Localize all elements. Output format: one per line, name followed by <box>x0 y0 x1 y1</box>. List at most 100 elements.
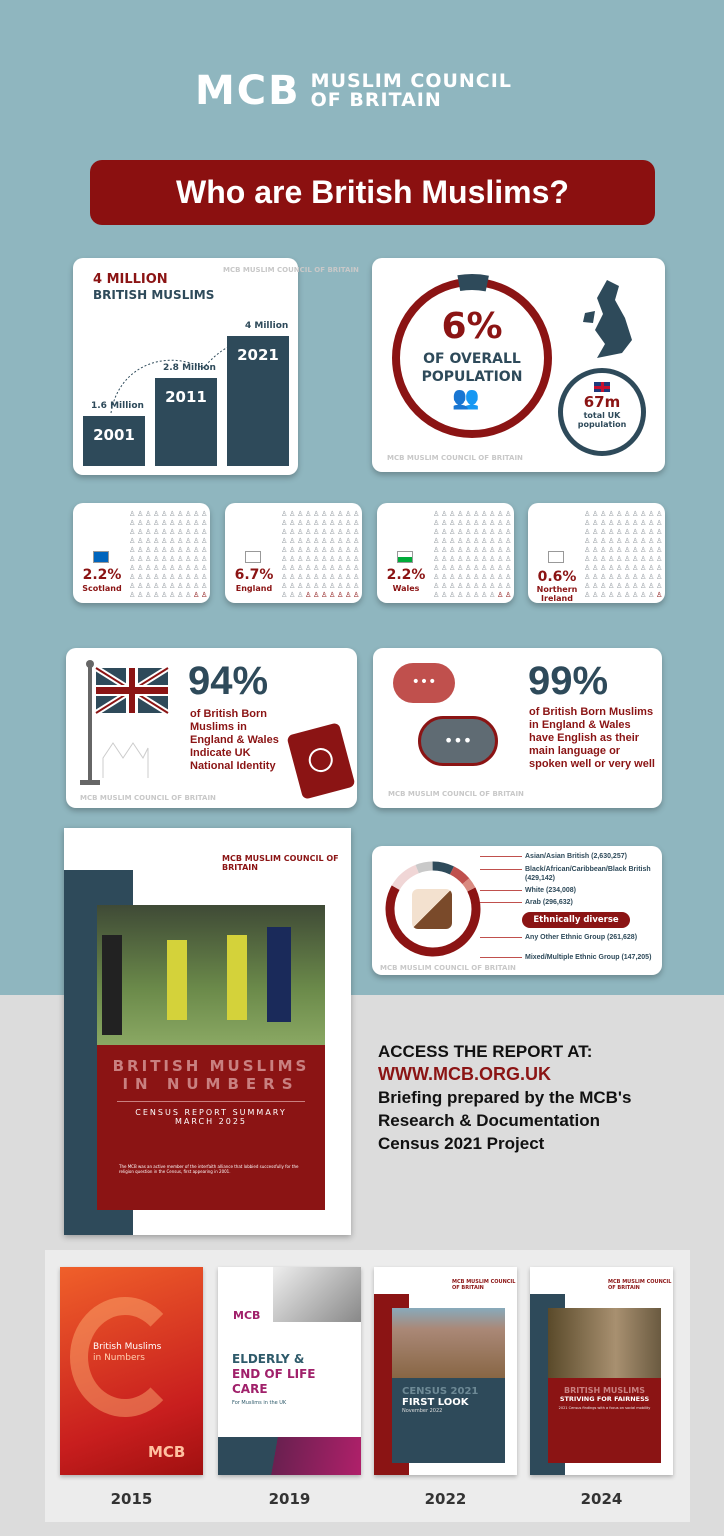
person-icon: ♙ <box>297 591 304 599</box>
report-logo: MCB MUSLIM COUNCIL OF BRITAIN <box>452 1279 516 1291</box>
person-icon: ♙ <box>505 510 512 518</box>
person-icon: ♙ <box>640 564 647 572</box>
person-icon: ♙ <box>177 555 184 563</box>
person-icon: ♙ <box>489 582 496 590</box>
person-icon: ♙ <box>129 528 136 536</box>
person-icon: ♙ <box>465 591 472 599</box>
report-2024[interactable]: MCB MUSLIM COUNCIL OF BRITAIN BRITISH MU… <box>530 1267 673 1475</box>
person-icon: ♙ <box>185 564 192 572</box>
person-icon: ♙ <box>169 519 176 527</box>
person-icon: ♙ <box>433 546 440 554</box>
person-icon: ♙ <box>193 537 200 545</box>
person-icon: ♙ <box>281 573 288 581</box>
person-icon: ♙ <box>345 510 352 518</box>
person-icon: ♙ <box>193 573 200 581</box>
person-icon: ♙ <box>449 546 456 554</box>
person-icon: ♙ <box>177 519 184 527</box>
person-icon: ♙ <box>193 546 200 554</box>
person-icon: ♙ <box>305 573 312 581</box>
person-icon: ♙ <box>129 555 136 563</box>
person-icon: ♙ <box>137 510 144 518</box>
share-percent: 6% <box>441 306 503 347</box>
person-icon: ♙ <box>433 528 440 536</box>
person-icon: ♙ <box>353 537 360 545</box>
person-icon: ♙ <box>305 519 312 527</box>
person-icon: ♙ <box>185 528 192 536</box>
person-icon: ♙ <box>153 510 160 518</box>
person-icon: ♙ <box>449 555 456 563</box>
report-title: FIRST LOOK <box>402 1397 469 1408</box>
person-icon: ♙ <box>505 564 512 572</box>
person-icon: ♙ <box>145 537 152 545</box>
person-icon: ♙ <box>185 519 192 527</box>
cover-subtitle: MARCH 2025 <box>174 1117 248 1126</box>
person-icon: ♙ <box>345 546 352 554</box>
person-icon: ♙ <box>481 528 488 536</box>
report-2022[interactable]: MCB MUSLIM COUNCIL OF BRITAIN CENSUS 202… <box>374 1267 517 1475</box>
report-logo: MCB <box>233 1309 261 1322</box>
report-url-link[interactable]: WWW.MCB.ORG.UK <box>378 1064 551 1084</box>
report-2019[interactable]: MCB ELDERLY & END OF LIFE CARE For Musli… <box>218 1267 361 1475</box>
uk-map-icon <box>583 280 632 358</box>
person-icon: ♙ <box>193 582 200 590</box>
person-icon: ♙ <box>337 528 344 536</box>
total-label: population <box>577 420 627 429</box>
person-icon: ♙ <box>616 537 623 545</box>
person-icon: ♙ <box>433 537 440 545</box>
person-icon: ♙ <box>592 546 599 554</box>
person-icon: ♙ <box>632 591 639 599</box>
person-icon: ♙ <box>489 555 496 563</box>
person-icon: ♙ <box>337 537 344 545</box>
person-icon: ♙ <box>281 564 288 572</box>
ethnicity-segment <box>391 864 420 891</box>
person-icon: ♙ <box>177 591 184 599</box>
person-icon: ♙ <box>433 510 440 518</box>
cover-title-panel: BRITISH MUSLIMS IN NUMBERS CENSUS REPORT… <box>97 1045 325 1210</box>
report-logo: MCB <box>148 1443 186 1461</box>
person-icon: ♙ <box>345 537 352 545</box>
person-icon: ♙ <box>337 591 344 599</box>
person-icon: ♙ <box>640 555 647 563</box>
person-icon: ♙ <box>145 519 152 527</box>
report-subtitle: For Muslims in the UK <box>232 1400 287 1406</box>
person-icon: ♙ <box>161 573 168 581</box>
person-icon: ♙ <box>616 546 623 554</box>
person-icon: ♙ <box>145 528 152 536</box>
person-icon: ♙ <box>305 528 312 536</box>
person-icon: ♙ <box>329 564 336 572</box>
person-icon: ♙ <box>321 591 328 599</box>
person-icon: ♙ <box>489 519 496 527</box>
person-icon: ♙ <box>632 564 639 572</box>
person-icon: ♙ <box>600 573 607 581</box>
person-icon: ♙ <box>321 519 328 527</box>
report-2015[interactable]: British Muslims in Numbers MCB <box>60 1267 203 1475</box>
report-subtitle: 2021 Census findings with a focus on soc… <box>558 1406 651 1410</box>
person-icon: ♙ <box>584 564 591 572</box>
people-grid: ♙ ♙ ♙ ♙ ♙ ♙ ♙ ♙ ♙ ♙ ♙ ♙ ♙ ♙ ♙ ♙ ♙ ♙ ♙ ♙ ♙ ♙ ♙ ♙ ♙ ♙ ♙ ♙ ♙ ♙ ♙ ♙ ♙ ♙ ♙ ♙ ♙ ♙ ♙ ♙… <box>281 511 360 599</box>
person-icon: ♙ <box>313 537 320 545</box>
identity-percent: 94% <box>188 659 269 703</box>
person-icon: ♙ <box>169 546 176 554</box>
person-icon: ♙ <box>465 510 472 518</box>
person-icon: ♙ <box>345 519 352 527</box>
person-icon: ♙ <box>648 519 655 527</box>
person-icon: ♙ <box>449 510 456 518</box>
report-title: CENSUS 2021 <box>402 1386 479 1397</box>
person-icon: ♙ <box>185 573 192 581</box>
person-icon: ♙ <box>337 573 344 581</box>
report-cover[interactable]: MCB MUSLIM COUNCIL OF BRITAIN BRITISH MU… <box>64 828 351 1235</box>
report-subtitle: November 2022 <box>402 1408 443 1414</box>
language-description: of British Born Muslims in England & Wal… <box>529 706 655 770</box>
person-icon: ♙ <box>584 528 591 536</box>
person-icon: ♙ <box>505 591 512 599</box>
ethnicity-segment <box>385 885 481 957</box>
person-icon: ♙ <box>177 537 184 545</box>
person-icon: ♙ <box>353 519 360 527</box>
person-icon: ♙ <box>648 582 655 590</box>
person-icon: ♙ <box>153 537 160 545</box>
identity-card: 94% of British Born Muslims in England &… <box>66 648 357 808</box>
person-icon: ♙ <box>656 573 663 581</box>
person-icon: ♙ <box>201 537 208 545</box>
person-icon: ♙ <box>640 591 647 599</box>
report-logo: MCB MUSLIM COUNCIL OF BRITAIN <box>608 1279 672 1291</box>
